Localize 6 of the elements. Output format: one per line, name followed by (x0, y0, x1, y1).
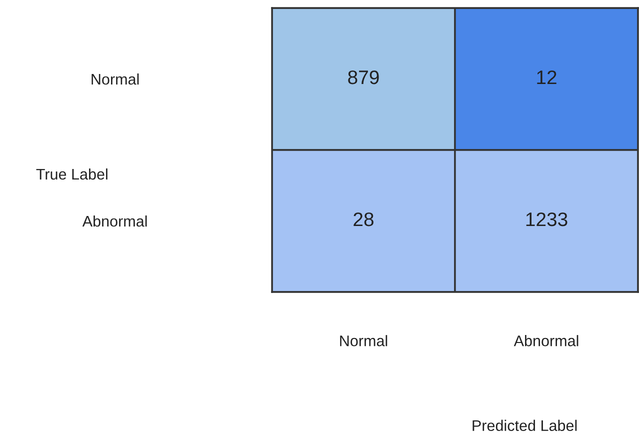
data-label: 12 (537, 70, 556, 84)
data-label: 28 (354, 212, 374, 226)
data-label: 1233 (526, 212, 568, 226)
x-axis-title: Predicted Label (472, 420, 577, 432)
data-label: 879 (348, 70, 379, 84)
y-axis-title: True Label (36, 168, 108, 180)
